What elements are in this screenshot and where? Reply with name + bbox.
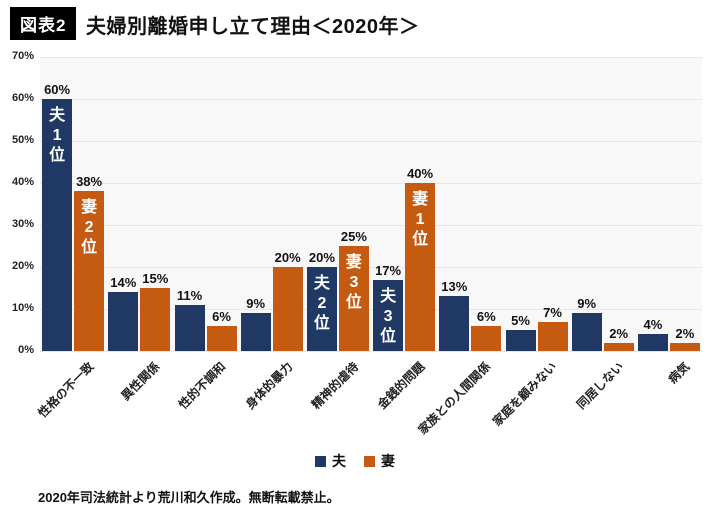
- x-category-label: 同居しない: [573, 359, 627, 412]
- bar-value-label: 25%: [340, 229, 367, 244]
- bar-rank-label: 妻 2 位: [81, 199, 98, 257]
- bar-husband: [42, 99, 73, 351]
- bar-value-label: 11%: [176, 287, 203, 303]
- legend-label-wife: 妻: [381, 453, 395, 469]
- y-tick-label: 0%: [18, 344, 34, 356]
- gridline-0: [40, 351, 702, 352]
- bar-wife: [603, 342, 634, 351]
- y-tick-label: 60%: [11, 92, 34, 104]
- bar-value-label: 5%: [511, 313, 530, 328]
- gridline-50: [40, 141, 702, 142]
- bar-husband: [373, 279, 404, 351]
- legend-label-husband: 夫: [332, 453, 346, 469]
- y-tick-label: 20%: [11, 260, 34, 272]
- bar-wife: [140, 288, 171, 351]
- y-tick-label: 30%: [11, 218, 34, 230]
- bar-wife: [338, 246, 369, 351]
- gridline-40: [40, 183, 702, 184]
- y-tick-label: 40%: [11, 176, 34, 188]
- x-category-label: 性格の不一致: [35, 359, 97, 421]
- x-category-label: 異性関係: [118, 359, 163, 404]
- bar-husband: [505, 330, 536, 351]
- figure-number-badge: 図表2: [10, 7, 77, 40]
- bar-value-label: 9%: [246, 296, 266, 312]
- chart-title: 夫婦別離婚申し立て理由＜2020年＞: [86, 16, 420, 38]
- bar-value-label: 7%: [543, 304, 562, 320]
- x-category-label: 家庭を顧みない: [490, 359, 560, 429]
- bar-value-label: 17%: [375, 262, 402, 278]
- bar-wife: [405, 183, 436, 351]
- legend-swatch-wife: [364, 455, 375, 467]
- bar-value-label: 15%: [142, 271, 169, 286]
- bar-rank-label: 妻 1 位: [412, 191, 429, 248]
- gridline-10: [40, 309, 702, 310]
- legend-swatch-husband: [315, 455, 326, 467]
- bar-value-label: 38%: [76, 174, 103, 190]
- legend-item-wife: 妻: [364, 451, 395, 471]
- bar-wife: [537, 321, 568, 351]
- x-category-label: 性的不調和: [176, 359, 229, 412]
- bar-wife: [272, 267, 303, 351]
- legend: 夫妻: [0, 451, 710, 471]
- bar-wife: [74, 191, 105, 351]
- gridline-70: [40, 57, 702, 58]
- bar-value-label: 20%: [274, 250, 301, 265]
- bar-rank-label: 夫 1 位: [49, 107, 66, 164]
- bar-value-label: 14%: [110, 275, 137, 291]
- bar-rank-label: 妻 3 位: [345, 254, 362, 311]
- bar-value-label: 9%: [577, 296, 597, 312]
- bar-value-label: 2%: [609, 325, 629, 341]
- source-note: 2020年司法統計より荒川和久作成。無断転載禁止。: [38, 490, 340, 505]
- x-category-label: 金銭的問題: [375, 359, 428, 412]
- bar-husband: [306, 267, 337, 351]
- y-tick-label: 50%: [11, 134, 34, 146]
- bar-wife: [669, 342, 700, 351]
- y-tick-label: 70%: [11, 50, 34, 62]
- bar-value-label: 6%: [476, 308, 496, 324]
- bar-husband: [108, 292, 139, 351]
- bar-husband: [571, 313, 602, 351]
- bar-husband: [174, 304, 205, 351]
- x-category-label: 身体的暴力: [242, 359, 296, 412]
- bar-value-label: 2%: [675, 325, 695, 341]
- x-category-label: 精神的虐待: [308, 359, 362, 412]
- legend-item-husband: 夫: [315, 451, 346, 471]
- y-tick-label: 10%: [11, 302, 34, 314]
- gridline-20: [40, 267, 702, 268]
- bar-husband: [637, 334, 668, 351]
- bar-value-label: 40%: [407, 166, 434, 181]
- bar-value-label: 13%: [441, 279, 468, 295]
- bar-value-label: 6%: [212, 308, 231, 324]
- gridline-30: [40, 225, 702, 226]
- bar-rank-label: 夫 3 位: [380, 287, 397, 345]
- bar-rank-label: 夫 2 位: [313, 275, 330, 332]
- bar-value-label: 4%: [643, 317, 663, 333]
- bar-wife: [206, 325, 237, 351]
- x-category-label: 病気: [665, 359, 693, 387]
- bar-wife: [471, 325, 502, 351]
- bar-husband: [439, 296, 470, 351]
- gridline-60: [40, 99, 702, 100]
- bar-value-label: 20%: [308, 250, 335, 265]
- bar-husband: [240, 313, 271, 351]
- bar-value-label: 60%: [44, 82, 71, 97]
